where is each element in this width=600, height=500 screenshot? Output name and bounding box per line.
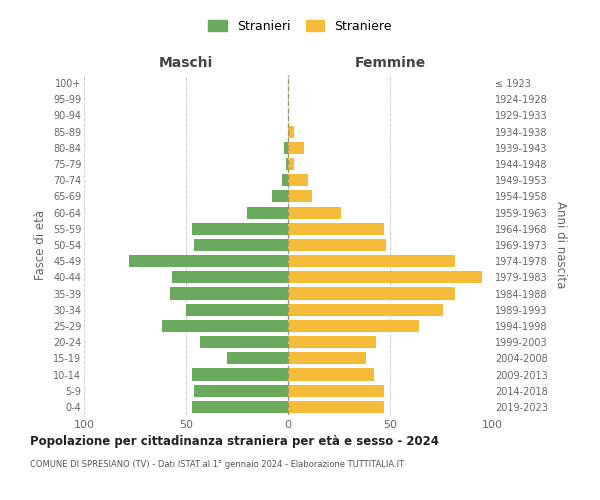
Bar xyxy=(284,142,288,154)
Legend: Stranieri, Straniere: Stranieri, Straniere xyxy=(205,16,395,37)
Bar xyxy=(194,384,288,397)
Bar xyxy=(200,336,288,348)
Text: COMUNE DI SPRESIANO (TV) - Dati ISTAT al 1° gennaio 2024 - Elaborazione TUTTITAL: COMUNE DI SPRESIANO (TV) - Dati ISTAT al… xyxy=(30,460,404,469)
Bar xyxy=(288,320,419,332)
Bar xyxy=(288,401,384,413)
Bar xyxy=(288,368,374,380)
Bar xyxy=(286,158,288,170)
Bar xyxy=(288,255,455,268)
Bar xyxy=(288,288,455,300)
Bar xyxy=(192,222,288,235)
Bar xyxy=(129,255,288,268)
Bar xyxy=(194,239,288,251)
Bar xyxy=(288,272,482,283)
Bar xyxy=(288,174,308,186)
Bar xyxy=(288,190,313,202)
Bar xyxy=(272,190,288,202)
Text: Femmine: Femmine xyxy=(355,56,425,70)
Bar xyxy=(161,320,288,332)
Bar xyxy=(288,142,304,154)
Bar xyxy=(288,222,384,235)
Bar xyxy=(288,336,376,348)
Bar xyxy=(288,158,294,170)
Bar xyxy=(282,174,288,186)
Bar xyxy=(288,239,386,251)
Bar xyxy=(192,401,288,413)
Bar xyxy=(170,288,288,300)
Bar xyxy=(186,304,288,316)
Bar xyxy=(288,206,341,218)
Bar xyxy=(288,352,365,364)
Bar xyxy=(288,384,384,397)
Bar xyxy=(172,272,288,283)
Text: Popolazione per cittadinanza straniera per età e sesso - 2024: Popolazione per cittadinanza straniera p… xyxy=(30,435,439,448)
Bar xyxy=(247,206,288,218)
Bar xyxy=(227,352,288,364)
Y-axis label: Anni di nascita: Anni di nascita xyxy=(554,202,567,288)
Bar xyxy=(288,126,294,138)
Y-axis label: Fasce di età: Fasce di età xyxy=(34,210,47,280)
Text: Maschi: Maschi xyxy=(159,56,213,70)
Bar xyxy=(192,368,288,380)
Bar xyxy=(288,304,443,316)
